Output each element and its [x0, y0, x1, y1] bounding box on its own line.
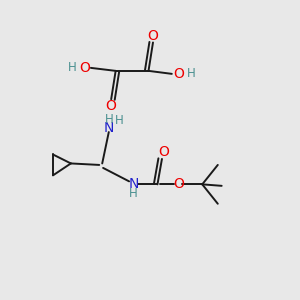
Text: O: O	[173, 67, 184, 81]
Text: H: H	[115, 114, 124, 127]
Text: H: H	[129, 188, 138, 200]
Text: O: O	[106, 99, 117, 113]
Text: H: H	[68, 61, 76, 74]
Text: N: N	[103, 121, 114, 135]
Text: O: O	[173, 177, 184, 191]
Text: O: O	[148, 29, 158, 43]
Text: H: H	[104, 113, 113, 126]
Text: H: H	[187, 68, 195, 80]
Text: O: O	[79, 61, 90, 75]
Text: N: N	[128, 177, 139, 191]
Text: O: O	[158, 146, 169, 159]
